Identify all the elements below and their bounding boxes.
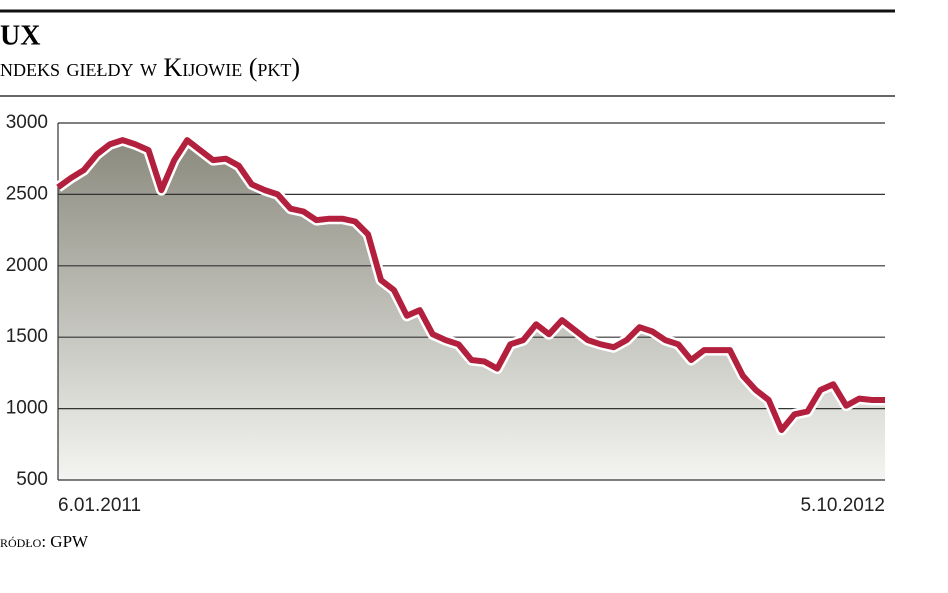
chart-title: UX (0, 20, 40, 51)
area (58, 140, 885, 480)
y-tick-label: 3000 (6, 112, 48, 133)
x-tick-label: 5.10.2012 (800, 495, 885, 516)
line (56, 137, 885, 433)
source: ródło: GPW (0, 532, 89, 551)
chart-subtitle: ndeks giełdy w Kijowie (pkt) (0, 53, 300, 82)
y-tick-label: 500 (16, 469, 48, 490)
x-tick-label: 6.01.2011 (58, 495, 141, 516)
y-tick-label: 2000 (6, 255, 48, 276)
y-tick-label: 1500 (6, 326, 48, 347)
y-tick-label: 2500 (6, 183, 48, 204)
y-tick-label: 1000 (6, 398, 48, 419)
